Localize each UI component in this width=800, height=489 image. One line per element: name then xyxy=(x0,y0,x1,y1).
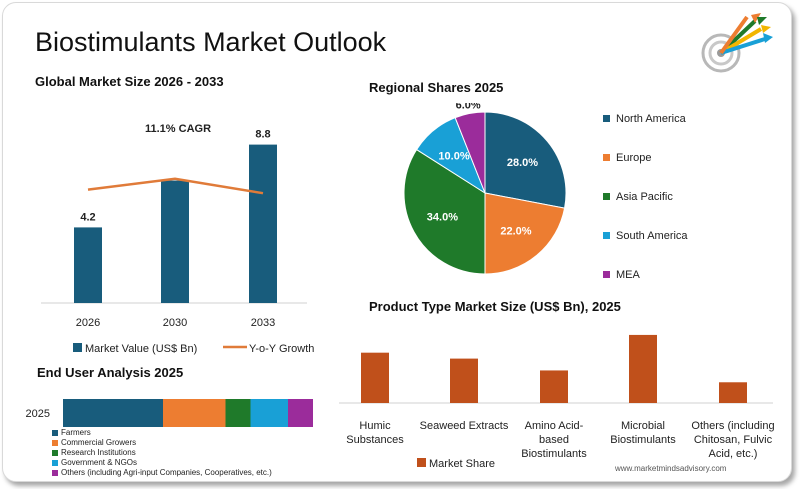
x-tick-microbial-biostimulants: Microbial Biostimulants xyxy=(610,420,676,446)
enduser-category-label: 2025 xyxy=(26,408,50,420)
pie-label-mea: 6.0% xyxy=(456,103,481,112)
regional-legend: North America Europe Asia Pacific South Ame… xyxy=(603,99,688,294)
dashboard-card: Biostimulants Market Outlook Global Mark… xyxy=(2,2,792,482)
x-tick-2026: 2026 xyxy=(76,317,100,329)
legend-swatch xyxy=(603,232,610,239)
enduser-legend: Farmers Commercial Growers Research Instit… xyxy=(52,428,272,478)
global-legend: Market Value (US$ Bn) Y-o-Y Growth xyxy=(73,343,314,355)
page-title: Biostimulants Market Outlook xyxy=(35,27,387,57)
legend-europe: Europe xyxy=(603,138,688,177)
pie-label-europe: 22.0% xyxy=(500,225,531,237)
legend-label: MEA xyxy=(616,268,640,281)
segment-research-institutions xyxy=(225,399,251,427)
legend-label: Commercial Growers xyxy=(61,438,137,447)
pie-slice-mea xyxy=(454,111,486,194)
legend-mea: MEA xyxy=(603,255,688,294)
legend-research-institutions: Research Institutions xyxy=(52,448,272,458)
pie-label-asia-pacific: 34.0% xyxy=(427,211,458,223)
legend-asia-pacific: Asia Pacific xyxy=(603,177,688,216)
legend-farmers: Farmers xyxy=(52,428,272,438)
x-tick-2033: 2033 xyxy=(251,317,275,329)
bar-amino-acid-based-biostimulants xyxy=(540,370,568,403)
bar-microbial-biostimulants xyxy=(629,334,657,403)
legend-swatch xyxy=(603,115,610,122)
legend-label: Research Institutions xyxy=(61,448,136,457)
legend-label: Asia Pacific xyxy=(616,190,673,203)
enduser-stacked-bar: 2025 xyxy=(26,399,313,427)
segment-farmers xyxy=(63,399,163,427)
global-market-chart: 2026 2030 2033 4.2 8.8 11.1% CAGR Market Va… xyxy=(41,123,314,355)
yoy-growth-line xyxy=(87,177,264,195)
bar-humic-substances xyxy=(361,352,389,403)
product-chart-title: Product Type Market Size (US$ Bn), 2025 xyxy=(369,299,621,314)
legend-swatch-market-share xyxy=(417,458,426,467)
bar-2026 xyxy=(74,227,102,303)
legend-yoy-growth: Y-o-Y Growth xyxy=(249,343,314,355)
regional-pie-chart: 28.0% 22.0% 34.0% 10.0% 6.0% xyxy=(403,103,567,275)
website-url: www.marketmindsadvisory.com xyxy=(615,464,727,473)
x-tick-humic-substances: Humic Substances xyxy=(346,420,404,446)
x-tick-seaweed-extracts: Seaweed Extracts xyxy=(420,420,509,432)
legend-swatch xyxy=(603,154,610,161)
legend-swatch xyxy=(52,470,58,476)
cagr-annotation: 11.1% CAGR xyxy=(145,123,211,135)
product-type-chart: Humic Substances Seaweed Extracts Amino Aci… xyxy=(339,334,775,470)
legend-label: Farmers xyxy=(61,428,91,437)
segment-commercial-growers xyxy=(163,399,226,427)
legend-swatch xyxy=(52,430,58,436)
legend-swatch-market-value xyxy=(73,343,82,352)
regional-chart-title: Regional Shares 2025 xyxy=(369,80,504,95)
bar-value-2033: 8.8 xyxy=(255,129,270,141)
legend-label: Others (including Agri-input Companies, … xyxy=(61,468,272,477)
x-tick-others-including-chitosan-fulvic-acid-etc: Others (including Chitosan, Fulvic Acid, e… xyxy=(691,420,774,460)
legend-south-america: South America xyxy=(603,216,688,255)
legend-swatch xyxy=(52,440,58,446)
legend-label: Government & NGOs xyxy=(61,458,138,467)
x-tick-2030: 2030 xyxy=(163,317,187,329)
product-legend: Market Share xyxy=(417,458,495,470)
legend-market-value: Market Value (US$ Bn) xyxy=(85,343,197,355)
legend-swatch xyxy=(603,193,610,200)
arrows-target-icon xyxy=(701,13,773,73)
pie-slice-europe xyxy=(484,192,566,275)
pie-slice-north-america xyxy=(484,111,567,209)
segment-government-ngos xyxy=(250,399,288,427)
legend-label: North America xyxy=(616,112,686,125)
segment-others-including-agri-input-companies-cooperatives-etc xyxy=(288,399,313,427)
legend-swatch xyxy=(52,450,58,456)
bar-others-including-chitosan-fulvic-acid-etc xyxy=(719,382,747,403)
enduser-chart-title: End User Analysis 2025 xyxy=(37,365,184,380)
legend-government-ngos: Government & NGOs xyxy=(52,458,272,468)
legend-swatch xyxy=(603,271,610,278)
legend-commercial-growers: Commercial Growers xyxy=(52,438,272,448)
x-tick-amino-acid-based-biostimulants: Amino Acid-based Biostimulants xyxy=(521,420,587,460)
legend-market-share: Market Share xyxy=(429,458,495,470)
legend-label: Europe xyxy=(616,151,652,164)
bar-seaweed-extracts xyxy=(450,358,478,403)
global-chart-title: Global Market Size 2026 - 2033 xyxy=(35,74,224,89)
pie-label-north-america: 28.0% xyxy=(507,157,538,169)
bar-value-2026: 4.2 xyxy=(80,211,95,223)
bar-2030 xyxy=(161,180,189,303)
pie-label-south-america: 10.0% xyxy=(438,151,469,163)
logo xyxy=(695,13,777,84)
legend-label: South America xyxy=(616,229,688,242)
bar-2033 xyxy=(249,144,277,303)
legend-north-america: North America xyxy=(603,99,688,138)
legend-swatch xyxy=(52,460,58,466)
legend-others-including-agri-input-companies-cooperatives-etc: Others (including Agri-input Companies, … xyxy=(52,468,272,478)
